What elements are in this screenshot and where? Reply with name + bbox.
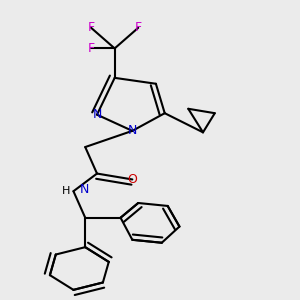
Text: F: F bbox=[88, 42, 95, 55]
Text: F: F bbox=[88, 21, 95, 34]
Text: H: H bbox=[62, 186, 70, 196]
Text: F: F bbox=[135, 21, 142, 34]
Text: N: N bbox=[92, 108, 102, 121]
Text: N: N bbox=[128, 124, 137, 137]
Text: O: O bbox=[128, 173, 137, 186]
Text: N: N bbox=[79, 183, 89, 196]
